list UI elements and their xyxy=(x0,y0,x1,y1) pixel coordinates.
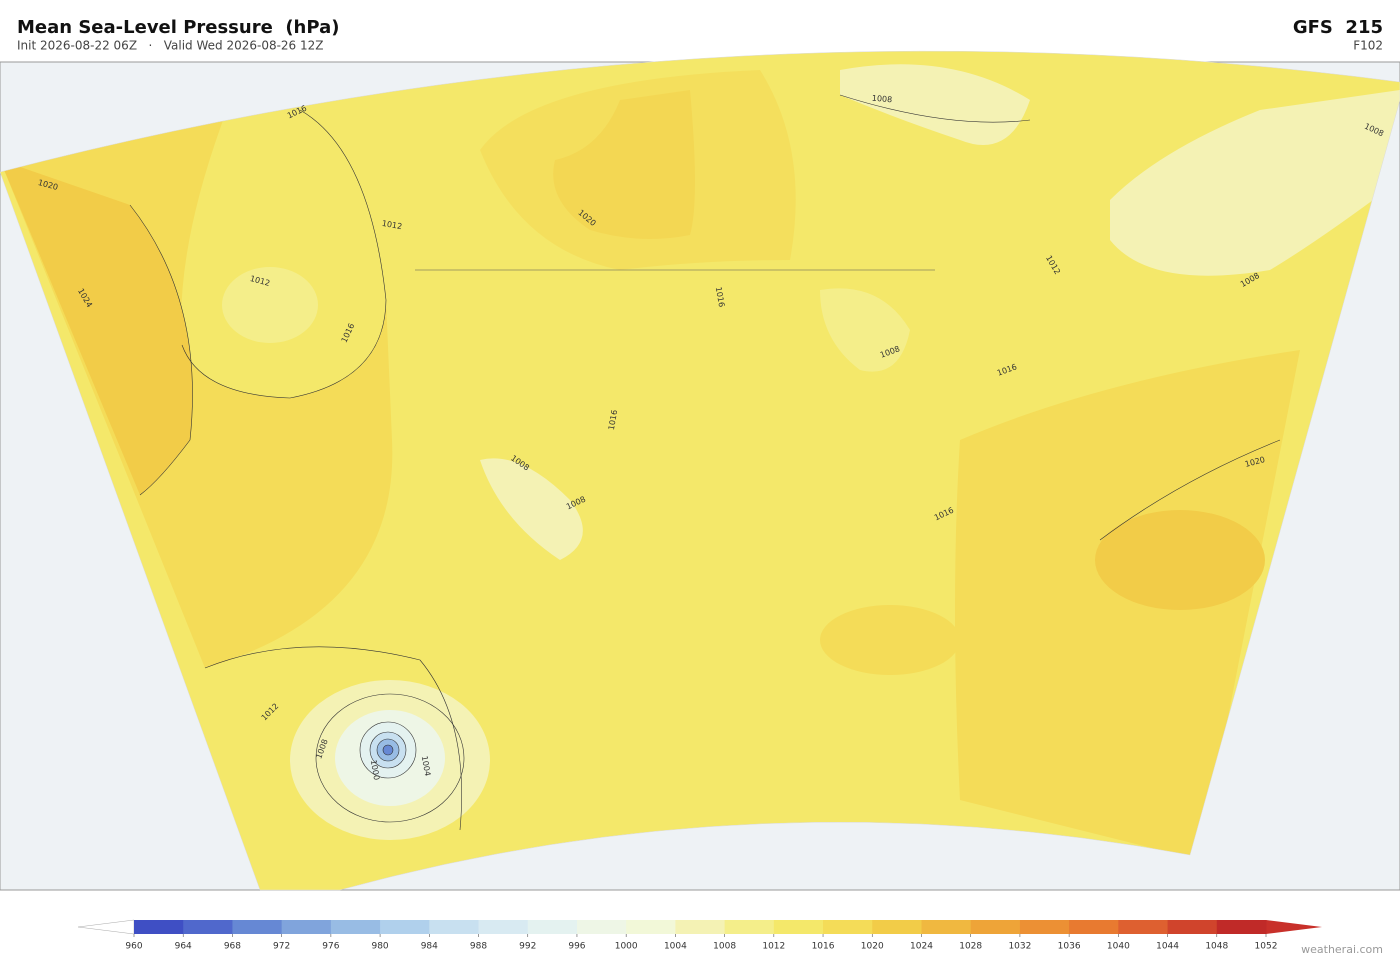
colorbar-tick-label: 960 xyxy=(125,942,142,952)
colorbar-tick-label: 1000 xyxy=(615,942,638,952)
colorbar-box xyxy=(1069,920,1119,934)
map: 1016102010121012102410161020100810081012… xyxy=(0,50,1400,891)
colorbar-tick-label: 1040 xyxy=(1107,942,1130,952)
credit: weatherai.com xyxy=(1301,943,1383,956)
colorbar-tick-label: 972 xyxy=(273,942,290,952)
colorbar-tick-label: 988 xyxy=(470,942,487,952)
colorbar-tick-label: 996 xyxy=(568,942,585,952)
colorbar-tick-label: 1016 xyxy=(812,942,835,952)
colorbar-tick-label: 1044 xyxy=(1156,942,1179,952)
colorbar-tick-label: 1036 xyxy=(1058,942,1081,952)
subtitle: Init 2026-08-22 06Z · Valid Wed 2026-08-… xyxy=(17,39,324,53)
colorbar-box xyxy=(1118,920,1169,934)
colorbar-tick-label: 980 xyxy=(371,942,388,952)
pressure-field xyxy=(0,51,1400,890)
colorbar-box xyxy=(576,920,627,934)
colorbar-tick-label: 964 xyxy=(175,942,192,952)
colorbar-box xyxy=(872,920,922,934)
colorbar-extend-min xyxy=(77,919,135,935)
colorbar-box xyxy=(823,920,873,934)
contour-label: 1012 xyxy=(381,219,403,231)
colorbar-box xyxy=(1167,920,1218,934)
colorbar-box xyxy=(478,920,529,934)
colorbar-box xyxy=(281,920,332,934)
colorbar-tick-label: 992 xyxy=(519,942,536,952)
colorbar-box xyxy=(724,920,775,934)
contour-label: 1008 xyxy=(871,94,892,105)
colorbar-box xyxy=(380,920,430,934)
colorbar-box xyxy=(232,920,283,934)
title: Mean Sea-Level Pressure (hPa) xyxy=(17,17,339,38)
colorbar-tick-label: 1008 xyxy=(713,942,736,952)
colorbar-tick-label: 1020 xyxy=(861,942,884,952)
colorbar-tick-label: 984 xyxy=(421,942,438,952)
colorbar-tick-label: 1004 xyxy=(664,942,687,952)
contour-label: 1016 xyxy=(607,409,619,431)
forecast-hour: F102 xyxy=(1353,39,1383,53)
colorbar-box xyxy=(773,920,824,934)
colorbar-box xyxy=(1019,920,1070,934)
colorbar-box xyxy=(921,920,972,934)
colorbar-box xyxy=(1216,920,1267,934)
colorbar-extend-max xyxy=(1266,920,1322,934)
colorbar-box xyxy=(429,920,480,934)
colorbar-box xyxy=(330,920,381,934)
contour-label: 1004 xyxy=(420,755,432,777)
contour-label: 1000 xyxy=(369,759,381,781)
colorbar-tick-label: 1048 xyxy=(1205,942,1228,952)
colorbar-tick-label: 1032 xyxy=(1008,942,1031,952)
model-run: GFS 215 xyxy=(1293,17,1383,38)
colorbar-box xyxy=(527,920,578,934)
colorbar-tick-label: 968 xyxy=(224,942,241,952)
contour-label: 1016 xyxy=(714,286,726,308)
colorbar-box xyxy=(183,920,233,934)
colorbar-tick-label: 1028 xyxy=(959,942,982,952)
colorbar-box xyxy=(970,920,1021,934)
colorbar: 960 964 968 972 976 980 984 988 992 996 1000 1004 10… xyxy=(77,919,1322,952)
colorbar-tick-label: 1024 xyxy=(910,942,933,952)
colorbar-box xyxy=(134,920,184,934)
colorbar-box xyxy=(626,920,676,934)
colorbar-tick-label: 1012 xyxy=(762,942,785,952)
colorbar-tick-label: 1052 xyxy=(1255,942,1278,952)
colorbar-tick-label: 976 xyxy=(322,942,339,952)
colorbar-box xyxy=(675,920,726,934)
